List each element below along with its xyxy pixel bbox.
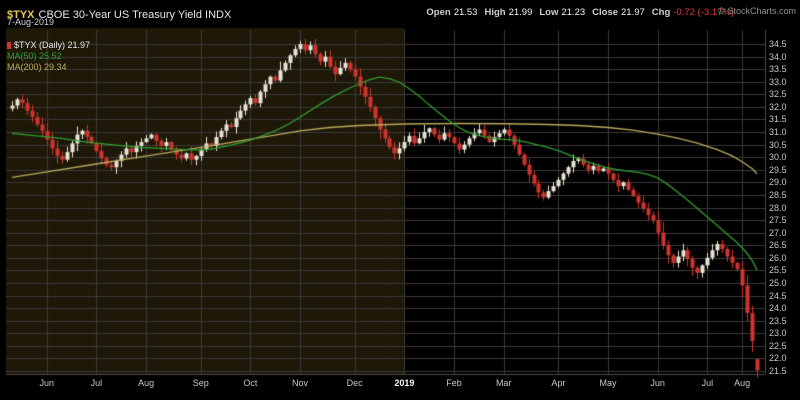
y-tick-label: 31.0	[769, 127, 787, 138]
x-tick-label: Jul	[90, 378, 103, 388]
stat-chg: Chg -0.72 (-3.17%)	[651, 7, 734, 18]
y-tick-label: 26.5	[769, 240, 787, 251]
chart-header: $TYX CBOE 30-Year US Treasury Yield INDX	[7, 5, 231, 23]
y-tick-label: 31.5	[769, 114, 787, 125]
x-tick-label: Jun	[650, 378, 665, 388]
x-tick-label: May	[599, 378, 617, 388]
y-tick-label: 34.5	[769, 39, 787, 49]
y-tick-label: 28.0	[769, 202, 787, 213]
x-tick-label: Apr	[551, 378, 566, 388]
stat-close: Close 21.97	[592, 7, 645, 18]
y-tick-label: 25.0	[769, 277, 787, 288]
y-tick-label: 23.0	[769, 328, 787, 339]
x-tick-label: Mar	[495, 378, 512, 388]
legend-item: MA(50) 25.52	[7, 51, 62, 61]
y-tick-label: 32.0	[769, 101, 787, 112]
legend-item: $TYX (Daily) 21.97	[7, 40, 90, 51]
y-tick-label: 23.5	[769, 315, 787, 326]
y-tick-label: 33.0	[769, 76, 787, 87]
x-tick-label: Aug	[734, 378, 751, 388]
y-tick-label: 32.5	[769, 89, 787, 100]
y-tick-label: 30.5	[769, 139, 787, 150]
x-tick-label: Jul	[701, 378, 714, 388]
y-tick-label: 33.5	[769, 64, 787, 75]
y-tick-label: 34.0	[769, 51, 787, 62]
y-tick-label: 27.0	[769, 227, 787, 238]
x-tick-label: Sep	[192, 378, 209, 388]
stat-open: Open 21.53	[426, 7, 478, 18]
y-tick-label: 25.5	[769, 265, 787, 276]
y-tick-label: 29.0	[769, 177, 787, 188]
chart-date: 7-Aug-2019	[7, 17, 55, 27]
y-tick-label: 21.5	[769, 366, 787, 376]
x-tick-label: 2019	[394, 378, 415, 388]
candle-swatch-icon	[7, 42, 11, 49]
quote-stats-row: Open 21.53 High 21.99 Low 21.23 Close 21.97 Chg -…	[426, 7, 734, 18]
y-tick-label: 27.5	[769, 215, 787, 226]
x-tick-label: Aug	[138, 378, 155, 388]
symbol-label: $TYX	[7, 9, 35, 21]
stat-high: High 21.99	[484, 7, 533, 18]
x-tick-label: Nov	[292, 378, 309, 388]
y-tick-label: 29.5	[769, 164, 787, 175]
page-title: CBOE 30-Year US Treasury Yield INDX	[38, 9, 232, 21]
y-tick-label: 28.5	[769, 189, 787, 200]
legend: $TYX (Daily) 21.97 MA(50) 25.52 MA(200) 29…	[7, 40, 90, 73]
y-tick-label: 24.0	[769, 303, 787, 314]
y-tick-label: 22.0	[769, 353, 787, 364]
x-tick-label: Feb	[446, 378, 462, 388]
x-tick-label: Oct	[243, 378, 258, 388]
legend-item: MA(200) 29.34	[7, 62, 67, 72]
y-tick-label: 24.5	[769, 290, 787, 301]
stat-low: Low 21.23	[539, 7, 586, 18]
y-tick-label: 22.5	[769, 340, 787, 351]
y-tick-label: 30.0	[769, 152, 787, 163]
y-tick-label: 26.0	[769, 252, 787, 263]
x-tick-label: Dec	[346, 378, 363, 388]
x-tick-label: Jun	[39, 378, 55, 388]
copyright-label: © StockCharts.com	[718, 6, 796, 16]
